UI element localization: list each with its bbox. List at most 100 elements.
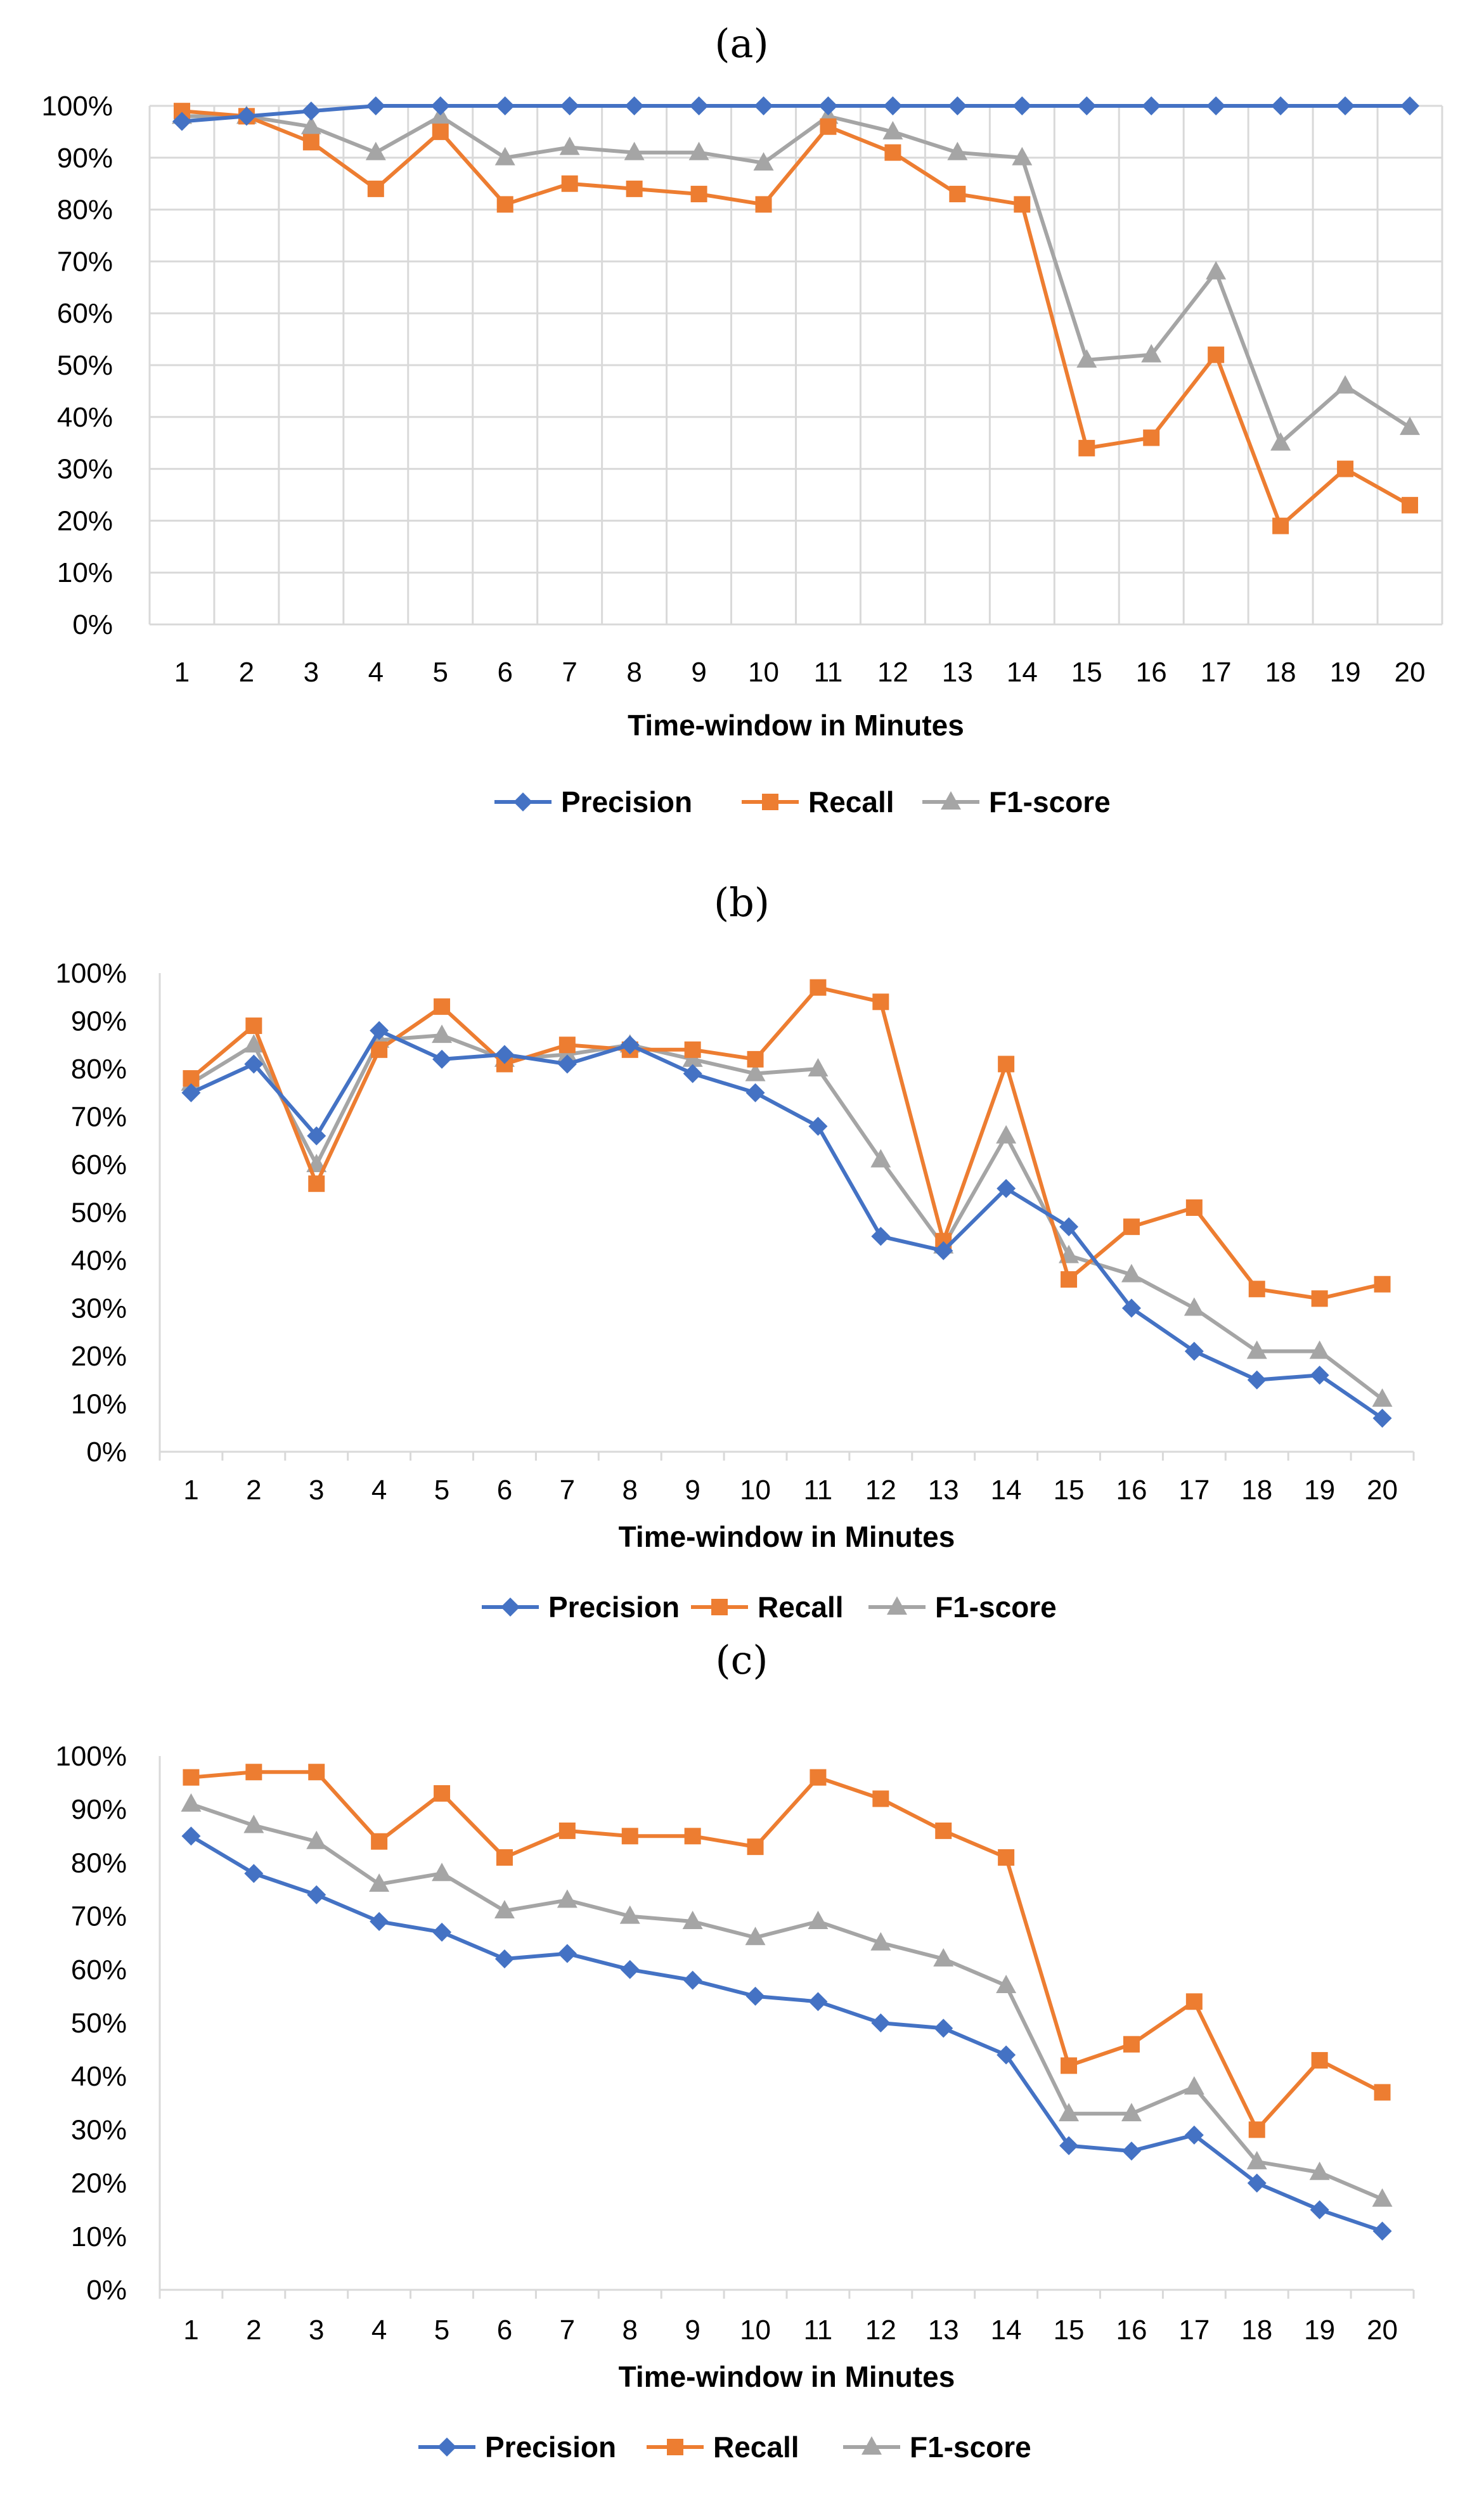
- x-tick-label: 1: [174, 657, 190, 688]
- data-point-f1-score: [365, 141, 386, 160]
- x-tick-label: 2: [239, 657, 254, 688]
- x-tick-label: 5: [434, 1475, 449, 1506]
- x-tick-label: 16: [1136, 657, 1167, 688]
- data-point-precision: [181, 1083, 201, 1102]
- x-tick-label: 1: [183, 1475, 198, 1506]
- x-tick-label: 14: [1007, 657, 1038, 688]
- data-point-f1-score: [870, 1149, 891, 1168]
- data-point-precision: [366, 96, 385, 115]
- data-point-precision: [181, 1826, 201, 1846]
- data-point-recall: [371, 1041, 388, 1058]
- legend-swatch-marker: [711, 1599, 728, 1615]
- data-point-recall: [308, 1175, 325, 1192]
- data-point-recall: [1311, 1290, 1328, 1307]
- x-tick-label: 20: [1367, 1475, 1398, 1506]
- data-point-precision: [808, 1992, 828, 2012]
- x-tick-label: 13: [928, 1475, 959, 1506]
- x-tick-label: 8: [626, 657, 642, 688]
- data-point-recall: [302, 134, 319, 151]
- data-point-f1-score: [369, 1873, 390, 1892]
- panel-label: (c): [715, 1637, 768, 1683]
- legend-item: Recall: [691, 1591, 844, 1624]
- data-point-recall: [1014, 196, 1031, 213]
- legend: Precision Recall F1-score: [418, 2431, 1031, 2464]
- data-point-recall: [949, 186, 966, 203]
- data-point-precision: [620, 1960, 640, 1979]
- series-recall: [183, 1764, 1391, 2138]
- legend-item: F1-score: [843, 2431, 1031, 2464]
- x-tick-label: 11: [804, 1475, 833, 1506]
- x-tick-label: 9: [685, 1475, 700, 1506]
- y-tick-label: 80%: [57, 195, 113, 226]
- legend-swatch-marker: [887, 1596, 907, 1615]
- data-point-recall: [1061, 2057, 1078, 2074]
- series-precision: [181, 1826, 1392, 2241]
- data-point-precision: [432, 1922, 452, 1942]
- x-tick-label: 16: [1116, 2315, 1147, 2346]
- data-point-f1-score: [753, 152, 774, 171]
- y-tick-label: 60%: [71, 1149, 127, 1180]
- data-point-f1-score: [181, 1793, 202, 1812]
- data-point-f1-score: [1246, 1340, 1267, 1359]
- legend-label: Precision: [485, 2431, 616, 2464]
- y-tick-label: 10%: [71, 1389, 127, 1420]
- data-point-f1-score: [494, 1900, 515, 1919]
- x-tick-label: 14: [991, 1475, 1022, 1506]
- x-tick-label: 3: [309, 2315, 324, 2346]
- x-tick-label: 6: [497, 1475, 512, 1506]
- x-tick-label: 8: [623, 1475, 638, 1506]
- legend-label: Recall: [758, 1591, 844, 1624]
- data-point-f1-score: [1012, 146, 1033, 165]
- data-point-recall: [496, 1849, 513, 1866]
- legend-label: F1-score: [935, 1591, 1057, 1624]
- x-tick-label: 18: [1241, 2315, 1272, 2346]
- y-tick-label: 80%: [71, 1847, 127, 1878]
- x-tick-label: 2: [246, 2315, 261, 2346]
- data-point-precision: [683, 1970, 702, 1990]
- y-tick-label: 10%: [71, 2221, 127, 2252]
- y-tick-label: 10%: [57, 557, 113, 588]
- data-point-precision: [1184, 1341, 1204, 1361]
- x-tick-label: 17: [1201, 657, 1232, 688]
- data-point-f1-score: [996, 1975, 1017, 1994]
- data-point-recall: [935, 1822, 952, 1839]
- y-tick-label: 70%: [71, 1102, 127, 1133]
- data-point-f1-score: [300, 115, 321, 134]
- series-f1-score: [171, 105, 1421, 451]
- data-point-precision: [236, 107, 256, 126]
- chart-panel-2: (b)0%10%20%30%40%50%60%70%80%90%100%1 2 3 4…: [55, 879, 1415, 1624]
- y-tick-label: 100%: [55, 958, 127, 989]
- data-point-f1-score: [1335, 375, 1356, 394]
- data-point-precision: [1012, 96, 1032, 115]
- y-tick-label: 30%: [71, 2114, 127, 2145]
- y-tick-label: 40%: [71, 2061, 127, 2092]
- data-point-precision: [301, 101, 321, 121]
- data-point-recall: [747, 1838, 764, 1856]
- data-point-f1-score: [557, 1889, 577, 1908]
- x-tick-label: 12: [877, 657, 908, 688]
- data-point-precision: [1121, 2141, 1141, 2161]
- data-point-recall: [561, 175, 578, 192]
- series-line-recall: [191, 1770, 1383, 2132]
- legend-label: Recall: [713, 2431, 799, 2464]
- x-tick-label: 4: [371, 2315, 387, 2346]
- data-point-f1-score: [745, 1927, 766, 1946]
- y-tick-label: 100%: [55, 1741, 127, 1772]
- y-tick-label: 0%: [86, 2275, 127, 2306]
- data-point-precision: [1142, 96, 1161, 115]
- x-tick-label: 6: [497, 2315, 512, 2346]
- x-tick-label: 15: [1071, 657, 1102, 688]
- data-point-precision: [557, 1944, 577, 1963]
- x-tick-label: 1: [183, 2315, 198, 2346]
- data-point-recall: [1123, 2036, 1140, 2053]
- x-tick-label: 2: [246, 1475, 261, 1506]
- data-point-precision: [244, 1864, 264, 1883]
- data-point-recall: [1185, 1993, 1203, 2010]
- data-point-recall: [872, 993, 889, 1011]
- data-point-precision: [1372, 2221, 1392, 2241]
- data-point-f1-score: [1121, 2103, 1142, 2122]
- x-tick-label: 4: [368, 657, 384, 688]
- data-point-f1-score: [870, 1932, 891, 1951]
- data-point-precision: [871, 2013, 891, 2032]
